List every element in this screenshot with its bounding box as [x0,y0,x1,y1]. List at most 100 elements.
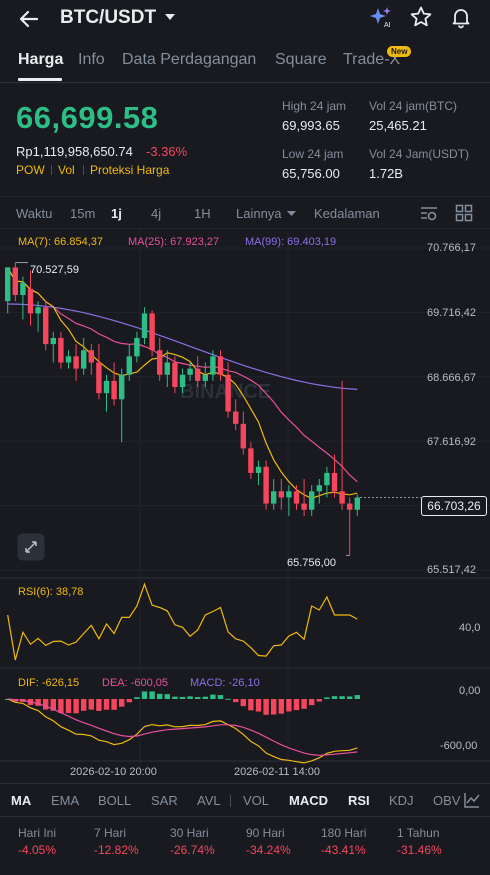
candle-body [331,472,338,492]
indicator-vol[interactable]: VOL [243,793,270,808]
interval-15m[interactable]: 15m [70,206,96,221]
interval-kedalaman[interactable]: Kedalaman [314,206,380,221]
bell-icon[interactable] [449,5,473,29]
macd-histogram-bar [301,699,307,709]
perf-label: 30 Hari [170,826,209,840]
perf-label: 90 Hari [246,826,285,840]
ai-sparkle-icon[interactable]: AI [369,5,393,29]
macd-histogram-bar [187,696,193,699]
macd-histogram-bar [73,699,79,714]
candle-body [96,362,102,394]
candle-body [187,368,193,375]
rsi-legend: RSI(6): 38,78 [18,586,84,598]
tab-harga[interactable]: Harga [18,51,64,68]
ma25-path [7,267,358,483]
macd-histogram-bar [119,699,125,707]
ma99-path [7,303,358,390]
back-arrow-icon[interactable] [16,6,42,32]
divider [0,196,490,197]
indicator-avl[interactable]: AVL [197,793,221,808]
macd-histogram-bar [111,699,117,710]
interval-1h[interactable]: 1H [194,206,211,221]
macd-histogram-bar [324,697,330,699]
candle-body [202,374,208,381]
macd-histogram-bar [293,699,300,711]
indicator-kdj[interactable]: KDJ [389,793,414,808]
candle-body [119,374,125,400]
macd-histogram-bar [225,698,231,700]
candle-body [316,485,322,492]
macd-histogram-bar [149,691,155,699]
candle-body [88,350,94,363]
high-24h-label: High 24 jam [282,99,347,113]
active-tab-indicator [18,78,62,81]
tag-separator [51,165,52,175]
candle-body [217,356,224,375]
macd-histogram-bar [286,699,292,712]
price-chart[interactable]: BINANCE [0,228,490,783]
ma7-legend: MA(7): 66.854,37 [18,236,103,248]
indicator-ma[interactable]: MA [11,793,32,808]
interval-4j[interactable]: 4j [151,206,162,221]
candle-body [141,313,148,338]
ma25-legend: MA(25): 67.923,27 [128,236,220,248]
top-bar: BTC/USDT AI [0,0,490,40]
chart-settings-icon[interactable] [419,204,439,222]
candle-body [43,307,49,345]
tag-pow[interactable]: POW [16,163,45,177]
interval-lainnya[interactable]: Lainnya [236,206,282,221]
macd-histogram-bar [233,699,239,703]
candle-body [164,362,170,375]
macd-histogram-bar [96,699,102,711]
macd-histogram-bar [172,696,178,699]
indicator-obv[interactable]: OBV [433,793,461,808]
candle-body [347,503,353,510]
perf-value: -4.05% [18,843,57,857]
fullscreen-icon[interactable] [17,533,45,561]
macd-histogram-bar [35,699,41,706]
candle-body [195,368,201,381]
macd-histogram-bar [103,699,110,710]
tab-square[interactable]: Square [275,51,327,68]
macd-histogram-bar [248,699,254,711]
macd-histogram-bar [126,699,132,703]
perf-label: 7 Hari [94,826,127,840]
indicator-sar[interactable]: SAR [151,793,178,808]
chevron-down-icon[interactable] [287,210,296,217]
tab-data-perdagangan[interactable]: Data Perdagangan [122,51,257,68]
candle-body [309,491,315,510]
candle-body [240,423,246,449]
tab-trade-x[interactable]: Trade-X [343,51,401,68]
tag-separator [83,165,84,175]
high-24h-value: 69,993.65 [282,118,340,133]
high-annotation: 70.527,59 [30,264,79,276]
candle-body [210,356,216,375]
macd-histogram-bar [164,694,170,699]
low-24h-value: 65,756.00 [282,166,340,181]
macd-histogram-bar [263,699,269,715]
perf-label: Hari Ini [18,826,57,840]
candle-body [278,491,284,498]
tag-proteksi-harga[interactable]: Proteksi Harga [90,163,170,177]
chevron-down-icon[interactable] [164,12,176,22]
perf-value: -12.82% [94,843,139,857]
indicator-boll[interactable]: BOLL [98,793,132,808]
tag-vol[interactable]: Vol [58,163,75,177]
price-axis-label: 69.716,42 [427,307,476,319]
indicator-rsi[interactable]: RSI [348,793,370,808]
layout-grid-icon[interactable] [455,204,473,222]
interval-1j[interactable]: 1j [111,206,122,221]
macd-histogram-bar [339,696,345,699]
macd-histogram-bar [278,699,284,714]
pair-title[interactable]: BTC/USDT [60,7,157,28]
macd-panel [5,691,360,764]
indicator-macd[interactable]: MACD [289,793,328,808]
interval-waktu[interactable]: Waktu [16,206,53,221]
indicator-chart-icon[interactable] [463,791,481,809]
macd-histogram-bar [331,696,338,699]
macd-histogram-bar [81,699,87,711]
indicator-ema[interactable]: EMA [51,793,80,808]
star-icon[interactable] [409,5,433,29]
candle-body [35,307,41,314]
tab-info[interactable]: Info [78,51,105,68]
